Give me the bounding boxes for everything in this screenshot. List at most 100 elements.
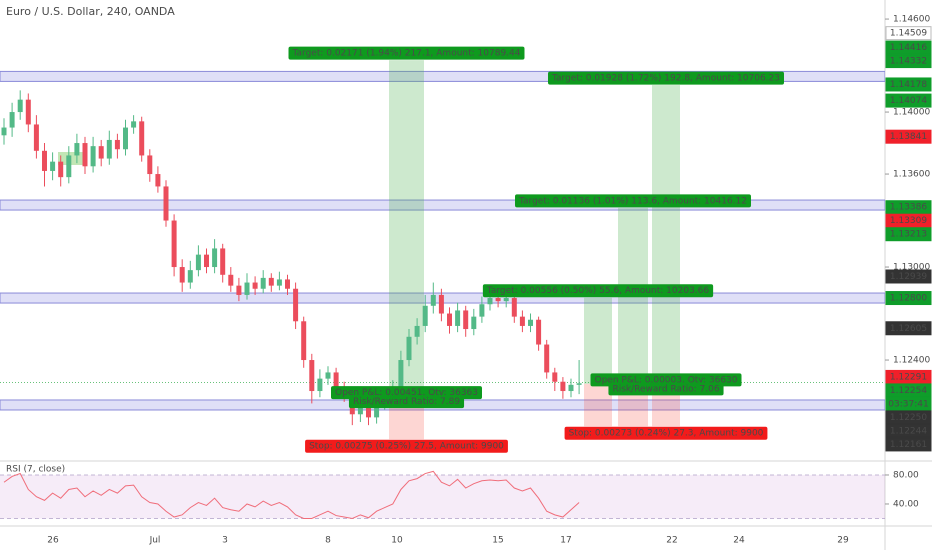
price-badge-bg xyxy=(885,93,932,108)
candle-body xyxy=(244,282,250,295)
candle-body xyxy=(171,220,177,268)
price-badge: 1.12244 xyxy=(890,426,927,436)
x-tick-label: 26 xyxy=(47,536,59,546)
price-badge: 1.12254 xyxy=(890,386,927,396)
stop-label-bg xyxy=(305,439,508,453)
target-label-bg xyxy=(515,194,751,208)
rsi-pane xyxy=(0,470,885,519)
candle-body xyxy=(552,372,558,382)
candle-body xyxy=(123,127,128,150)
candle-body xyxy=(544,344,550,373)
candle-body xyxy=(155,174,161,187)
candle-body xyxy=(236,285,242,295)
stop-label: Stop: 0.00275 (0.25%) 27.5, Amount: 9900 xyxy=(309,442,504,452)
candle-body xyxy=(139,121,145,156)
x-tick-label: 15 xyxy=(492,536,503,546)
candle-body xyxy=(268,277,274,286)
x-tick-label: 29 xyxy=(837,536,849,546)
y-tick-label: 1.13000 xyxy=(893,263,930,273)
candle-body xyxy=(536,319,542,345)
candle-body xyxy=(463,310,469,330)
candle-body xyxy=(147,155,153,175)
candle-body xyxy=(42,150,47,171)
candle-body xyxy=(333,372,339,388)
x-tick-label: 8 xyxy=(325,536,331,546)
candle-body xyxy=(301,321,307,361)
candle-body xyxy=(90,146,96,167)
candle-body xyxy=(398,360,404,388)
candle-body xyxy=(163,186,169,221)
price-badge-bg xyxy=(885,26,932,41)
target-label: Target: 0.00556 (0.50%) 55.6, Amount: 10… xyxy=(486,286,710,296)
overlay: Target: 0.02171 (1.94%) 217.1, Amount: 1… xyxy=(6,26,932,475)
x-tick-label: Jul xyxy=(149,536,161,546)
candle-body xyxy=(357,406,363,415)
candle-body xyxy=(220,248,226,275)
y-tick-label: 1.13600 xyxy=(893,170,930,180)
candle-body xyxy=(187,270,193,283)
price-badge: 03:37:41 xyxy=(888,399,928,409)
rsi-tick-label: 40.00 xyxy=(893,499,919,509)
target-label: Target: 0.02171 (1.94%) 217.1, Amount: 1… xyxy=(292,49,521,59)
stop-label: Stop: 0.00273 (0.24%) 27.3, Amount: 9900 xyxy=(569,429,764,439)
candle-body xyxy=(471,316,477,330)
candle-body xyxy=(576,383,582,385)
y-tick-label: 1.14000 xyxy=(893,108,930,118)
candle-body xyxy=(106,139,112,159)
price-badge-bg xyxy=(885,129,932,144)
candle-body xyxy=(511,298,517,317)
stop-zone xyxy=(584,383,612,427)
price-badge: 1.12605 xyxy=(890,324,927,334)
candle-body xyxy=(309,360,315,392)
price-badge: 1.12800 xyxy=(890,294,927,304)
candle-body xyxy=(455,310,461,326)
target-label-bg xyxy=(288,46,525,60)
price-badge-bg xyxy=(885,321,932,336)
candle-body xyxy=(438,294,444,314)
candle-body xyxy=(195,254,201,271)
candle-body xyxy=(293,288,299,322)
pnl-label: Open P&L: 0.00003, Qty: 36630 xyxy=(595,375,738,385)
candle-body xyxy=(66,155,72,178)
candle-body xyxy=(50,161,56,171)
candle-body xyxy=(17,99,23,113)
candle-body xyxy=(58,161,64,178)
x-tick-label: 17 xyxy=(560,536,571,546)
ratio-label: Risk/Reward Ratio: 7.89 xyxy=(353,397,460,407)
chart-title: Euro / U.S. Dollar, 240, OANDA xyxy=(6,5,175,18)
price-badge: 1.14509 xyxy=(890,29,927,39)
price-badge: 1.12291 xyxy=(890,372,927,382)
price-badge: 1.12161 xyxy=(890,440,927,450)
price-pane xyxy=(0,60,885,440)
candle-body xyxy=(114,139,120,150)
x-tick-label: 24 xyxy=(733,536,745,546)
candle-body xyxy=(568,384,574,392)
y-tick-label: 1.12400 xyxy=(893,356,930,366)
candle-body xyxy=(74,143,80,156)
x-tick-label: 3 xyxy=(222,536,228,546)
candle-body xyxy=(447,313,452,326)
candle-body xyxy=(212,248,218,268)
candle-body xyxy=(179,267,185,283)
target-zone xyxy=(584,297,612,384)
candle-body xyxy=(495,298,501,302)
candle-body xyxy=(528,319,533,326)
candle-body xyxy=(317,378,323,392)
price-badge-bg xyxy=(885,437,932,452)
candle-body xyxy=(276,279,282,286)
price-badge-bg xyxy=(885,227,932,242)
candle-body xyxy=(285,279,290,289)
rsi-tick-label: 80.00 xyxy=(893,470,919,480)
rsi-band xyxy=(0,474,885,519)
candle-body xyxy=(1,127,7,136)
price-badge-bg xyxy=(885,77,932,92)
candle-body xyxy=(519,316,525,326)
candle-body xyxy=(374,403,380,418)
x-tick-label: 10 xyxy=(391,536,403,546)
candle-body xyxy=(131,121,137,128)
price-badge-bg xyxy=(885,269,932,284)
price-badge-bg xyxy=(885,54,932,69)
candle-body xyxy=(422,305,428,326)
target-label: Target: 0.01928 (1.72%) 192.8, Amount: 1… xyxy=(551,74,780,84)
candle-body xyxy=(228,274,234,286)
